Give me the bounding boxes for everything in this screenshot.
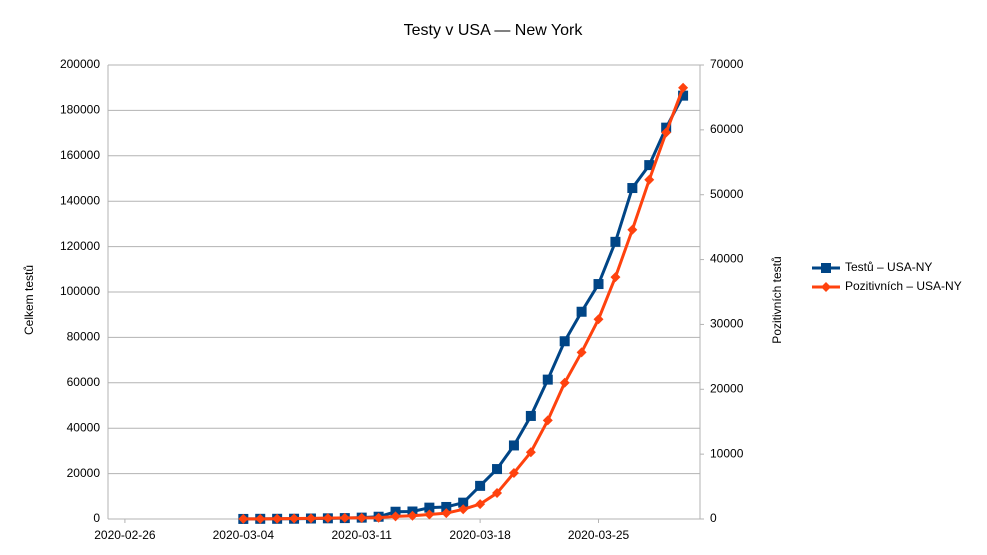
y2-tick-label: 20000 [710, 381, 744, 395]
y-tick-label: 0 [93, 511, 100, 525]
x-tick-label: 2020-03-11 [331, 528, 392, 542]
marker [525, 447, 536, 458]
marker [678, 82, 689, 93]
x-tick-label: 2020-03-25 [568, 528, 630, 542]
marker [593, 314, 604, 325]
series-line [243, 87, 685, 521]
marker [610, 272, 621, 283]
marker [508, 467, 519, 478]
marker [390, 511, 401, 522]
x-tick-label: 2020-03-04 [213, 528, 275, 542]
y-tick-label: 20000 [67, 466, 101, 480]
legend-label: Testů – USA-NY [845, 260, 932, 274]
y-tick-label: 140000 [60, 193, 100, 207]
y-tick-label: 100000 [60, 284, 100, 298]
marker [424, 502, 435, 513]
marker [339, 512, 350, 523]
marker [610, 236, 621, 247]
y2-tick-label: 0 [710, 511, 717, 525]
marker [525, 410, 536, 421]
marker [424, 509, 435, 520]
x-tick-label: 2020-03-18 [449, 528, 511, 542]
y-tick-label: 80000 [67, 330, 101, 344]
y-tick-label: 160000 [60, 148, 100, 162]
marker [492, 464, 503, 475]
marker [272, 513, 283, 524]
marker [475, 480, 486, 491]
marker [255, 513, 266, 524]
y-tick-label: 40000 [67, 420, 101, 434]
marker [458, 497, 469, 508]
y-axis-label: Celkem testů [22, 265, 36, 335]
marker [508, 440, 519, 451]
marker [458, 504, 469, 515]
series-line [243, 94, 685, 521]
marker [644, 160, 655, 171]
y2-tick-label: 10000 [710, 446, 744, 460]
marker [661, 127, 672, 138]
y2-axis-label: Pozitivních testů [770, 256, 784, 343]
y-tick-label: 180000 [60, 103, 100, 117]
marker [542, 374, 553, 385]
marker [627, 183, 638, 194]
y-tick-label: 120000 [60, 239, 100, 253]
marker [627, 224, 638, 235]
y-tick-label: 200000 [60, 57, 100, 71]
marker [542, 415, 553, 426]
marker [441, 508, 452, 519]
y2-tick-label: 60000 [710, 122, 744, 136]
marker [238, 513, 249, 524]
y2-tick-label: 30000 [710, 317, 744, 331]
chart-title: Testy v USA — New York [404, 22, 584, 39]
y-tick-label: 60000 [67, 375, 101, 389]
marker [821, 263, 831, 273]
marker [593, 279, 604, 290]
marker [644, 174, 655, 185]
legend-label: Pozitivních – USA-NY [845, 279, 962, 293]
marker [576, 306, 587, 317]
y2-tick-label: 70000 [710, 57, 744, 71]
marker [559, 336, 570, 347]
marker [475, 499, 486, 510]
marker [305, 513, 316, 524]
marker [678, 90, 689, 101]
marker [492, 488, 503, 499]
marker [559, 377, 570, 388]
x-tick-label: 2020-02-26 [94, 528, 156, 542]
marker [407, 510, 418, 521]
marker [322, 513, 333, 524]
marker [821, 282, 831, 292]
marker [289, 513, 300, 524]
marker [576, 347, 587, 358]
marker [373, 512, 384, 523]
marker [441, 501, 452, 512]
y2-tick-label: 50000 [710, 187, 744, 201]
y2-tick-label: 40000 [710, 252, 744, 266]
marker [356, 512, 367, 523]
